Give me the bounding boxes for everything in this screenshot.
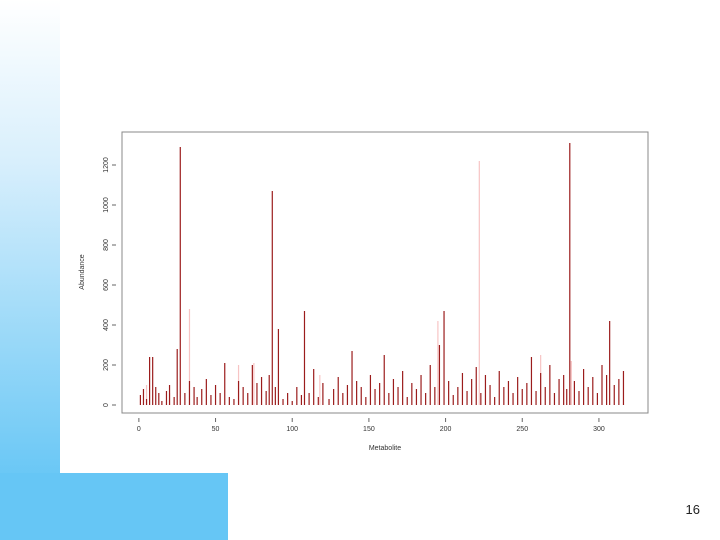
y-tick-label: 1000 bbox=[103, 197, 110, 213]
footer-band bbox=[0, 473, 228, 540]
plot-frame bbox=[121, 131, 649, 414]
x-tick-label: 100 bbox=[286, 426, 298, 433]
y-tick-label: 200 bbox=[103, 359, 110, 371]
x-tick-label: 250 bbox=[516, 426, 528, 433]
y-tick-label: 800 bbox=[103, 239, 110, 251]
y-axis-label: Abundance bbox=[79, 254, 86, 290]
slide-number: 16 bbox=[685, 502, 700, 517]
x-axis-label: Metabolite bbox=[369, 445, 401, 452]
x-tick-label: 50 bbox=[212, 426, 220, 433]
x-tick-label: 200 bbox=[440, 426, 452, 433]
y-tick-label: 1200 bbox=[103, 157, 110, 173]
y-tick-label: 600 bbox=[103, 279, 110, 291]
y-tick-label: 0 bbox=[103, 403, 110, 407]
x-tick-label: 300 bbox=[593, 426, 605, 433]
y-tick-label: 400 bbox=[103, 319, 110, 331]
side-band bbox=[0, 0, 60, 540]
x-tick-label: 150 bbox=[363, 426, 375, 433]
x-tick-label: 0 bbox=[137, 426, 141, 433]
